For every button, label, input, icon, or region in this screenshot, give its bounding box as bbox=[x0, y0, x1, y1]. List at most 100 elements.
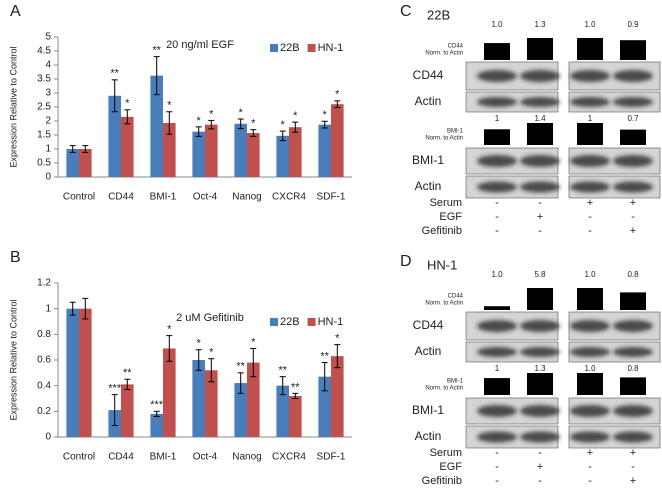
y-axis-label: Expression Relative to Control bbox=[8, 46, 18, 167]
y-tick-label: 1 bbox=[45, 303, 51, 314]
quant-bar bbox=[527, 123, 553, 145]
x-tick-label: CXCR4 bbox=[272, 452, 306, 463]
significance-label: ** bbox=[320, 350, 329, 362]
chart-title: 20 ng/ml EGF bbox=[166, 39, 234, 51]
bar bbox=[66, 149, 79, 177]
blot-band bbox=[520, 155, 560, 167]
condition-state: - bbox=[495, 461, 499, 473]
condition-label: EGF bbox=[439, 211, 462, 223]
condition-state: - bbox=[631, 211, 635, 223]
legend-label: 22B bbox=[280, 316, 300, 328]
x-tick-label: BMI-1 bbox=[150, 452, 177, 463]
blot-row-label: BMI-1 bbox=[412, 403, 444, 417]
quant-bar bbox=[620, 40, 646, 60]
quant-caption: Norm. to Actin bbox=[425, 136, 463, 142]
y-tick-label: 3 bbox=[45, 88, 51, 99]
y-tick-label: 0.8 bbox=[37, 329, 51, 340]
condition-label: EGF bbox=[439, 461, 462, 473]
bar bbox=[163, 348, 176, 437]
bar bbox=[192, 131, 205, 177]
quant-protein: CD44 bbox=[448, 294, 464, 300]
significance-label: ** bbox=[278, 365, 287, 377]
bar bbox=[289, 127, 302, 177]
bar bbox=[318, 124, 331, 177]
cell-line: 22B bbox=[427, 7, 450, 22]
legend-swatch bbox=[307, 44, 316, 52]
x-tick-label: CXCR4 bbox=[272, 192, 306, 203]
quant-bar bbox=[527, 288, 553, 310]
blot-band bbox=[570, 70, 610, 82]
y-tick-label: 3.5 bbox=[37, 74, 51, 85]
y-axis-label: Expression Relative to Control bbox=[8, 299, 18, 420]
quant-bar bbox=[527, 38, 553, 60]
condition-state: - bbox=[495, 197, 499, 209]
condition-state: + bbox=[537, 211, 543, 223]
quant-caption: Norm. to Actin bbox=[425, 51, 463, 57]
y-tick-label: 0.2 bbox=[37, 406, 51, 417]
bar bbox=[79, 308, 92, 437]
panel-letter: C bbox=[400, 3, 412, 20]
blot-row-label: Actin bbox=[415, 344, 442, 358]
condition-state: - bbox=[538, 447, 542, 459]
condition-label: Gefitinib bbox=[422, 475, 462, 487]
bar bbox=[276, 135, 289, 177]
significance-label: * bbox=[239, 107, 244, 119]
quant-bar bbox=[484, 306, 510, 310]
x-tick-label: Oct-4 bbox=[193, 192, 218, 203]
bar bbox=[66, 308, 79, 437]
blot-band bbox=[613, 181, 653, 193]
condition-state: - bbox=[588, 225, 592, 237]
x-tick-label: Oct-4 bbox=[193, 452, 218, 463]
bar bbox=[192, 360, 205, 437]
x-tick-label: BMI-1 bbox=[150, 192, 177, 203]
quant-caption: Norm. to Actin bbox=[425, 386, 463, 392]
condition-state: + bbox=[630, 447, 636, 459]
blot-band bbox=[613, 347, 653, 357]
blot-band bbox=[520, 97, 560, 107]
bar bbox=[150, 75, 163, 177]
blot-band bbox=[520, 431, 560, 443]
blot-band bbox=[570, 405, 610, 417]
legend-label: HN-1 bbox=[318, 42, 344, 54]
blot-band bbox=[520, 347, 560, 357]
bar bbox=[234, 383, 247, 437]
quant-value-label: 0.8 bbox=[627, 270, 639, 279]
significance-label: * bbox=[335, 89, 340, 101]
y-tick-label: 1.2 bbox=[37, 278, 51, 289]
blot-band bbox=[477, 155, 517, 167]
condition-state: + bbox=[630, 225, 636, 237]
blot-band bbox=[570, 155, 610, 167]
blot-band bbox=[613, 431, 653, 443]
bar bbox=[331, 356, 344, 437]
significance-label: *** bbox=[108, 383, 122, 395]
bar bbox=[150, 413, 163, 437]
quant-value-label: 1 bbox=[495, 114, 500, 123]
condition-state: + bbox=[587, 197, 593, 209]
condition-state: - bbox=[495, 475, 499, 487]
quant-value-label: 1.0 bbox=[584, 20, 596, 29]
condition-state: + bbox=[587, 447, 593, 459]
quant-value-label: 1.0 bbox=[584, 364, 596, 373]
x-tick-label: CD44 bbox=[108, 452, 134, 463]
significance-label: ** bbox=[291, 381, 300, 393]
bar bbox=[79, 149, 92, 177]
blot-band bbox=[477, 97, 517, 107]
blot-band bbox=[613, 97, 653, 107]
significance-label: * bbox=[209, 347, 214, 359]
condition-state: - bbox=[495, 225, 499, 237]
blot-row-label: CD44 bbox=[413, 318, 444, 332]
significance-label: * bbox=[323, 109, 328, 121]
condition-state: - bbox=[538, 197, 542, 209]
x-tick-label: Nanog bbox=[232, 452, 261, 463]
blot-band bbox=[570, 320, 610, 332]
quant-value-label: 1.4 bbox=[534, 114, 546, 123]
significance-label: *** bbox=[150, 399, 164, 411]
blot-band bbox=[477, 181, 517, 193]
significance-label: * bbox=[167, 324, 172, 336]
blot-band bbox=[477, 405, 517, 417]
condition-state: - bbox=[588, 475, 592, 487]
bar bbox=[247, 133, 260, 177]
panel-letter: D bbox=[400, 253, 412, 270]
blot-band bbox=[477, 431, 517, 443]
significance-label: * bbox=[293, 110, 298, 122]
